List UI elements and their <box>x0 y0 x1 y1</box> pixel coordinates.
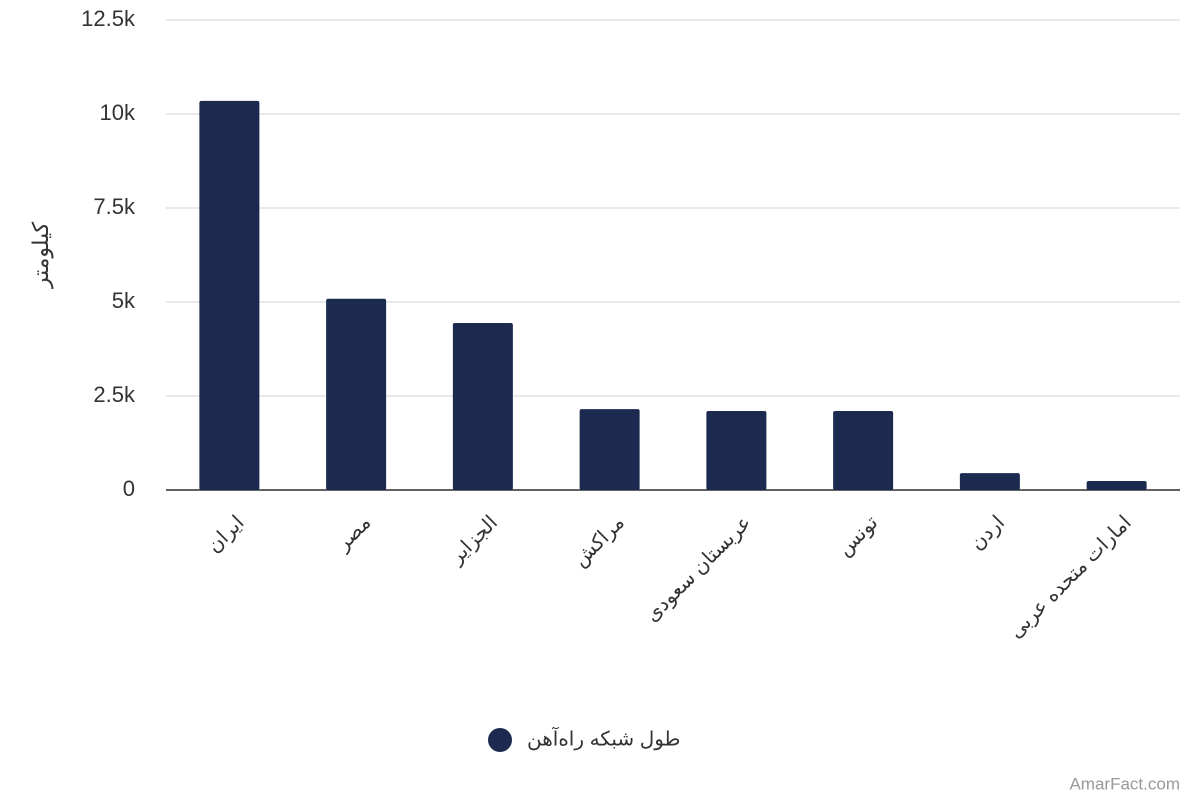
bar <box>706 411 767 490</box>
bar <box>1086 480 1147 490</box>
y-tick-label: 2.5k <box>93 382 136 407</box>
y-tick-label: 0 <box>123 476 135 501</box>
bar <box>579 409 640 490</box>
x-tick-label: مراکش <box>569 512 629 572</box>
x-tick-label: اردن <box>966 512 1009 555</box>
y-tick-label: 12.5k <box>81 6 136 31</box>
x-tick-label: مصر <box>331 512 375 556</box>
y-tick-label: 5k <box>112 288 136 313</box>
bar <box>326 298 387 490</box>
y-tick-label: 10k <box>100 100 136 125</box>
x-tick-label: تونس <box>834 512 883 561</box>
x-tick-label: عربستان سعودی <box>641 512 756 627</box>
bar <box>959 473 1020 490</box>
watermark: AmarFact.com <box>1069 774 1180 793</box>
x-tick-label: ایران <box>203 512 249 558</box>
legend-marker <box>488 728 512 752</box>
bar <box>199 100 260 490</box>
x-tick-label: امارات متحده عربی <box>1005 512 1136 643</box>
y-tick-label: 7.5k <box>93 194 136 219</box>
bar <box>452 323 513 490</box>
legend-label: طول شبکه راه‌آهن <box>527 725 680 750</box>
bar <box>833 411 894 490</box>
x-tick-label: الجزایر <box>445 512 502 569</box>
y-axis-label: کیلومتر <box>28 221 53 289</box>
